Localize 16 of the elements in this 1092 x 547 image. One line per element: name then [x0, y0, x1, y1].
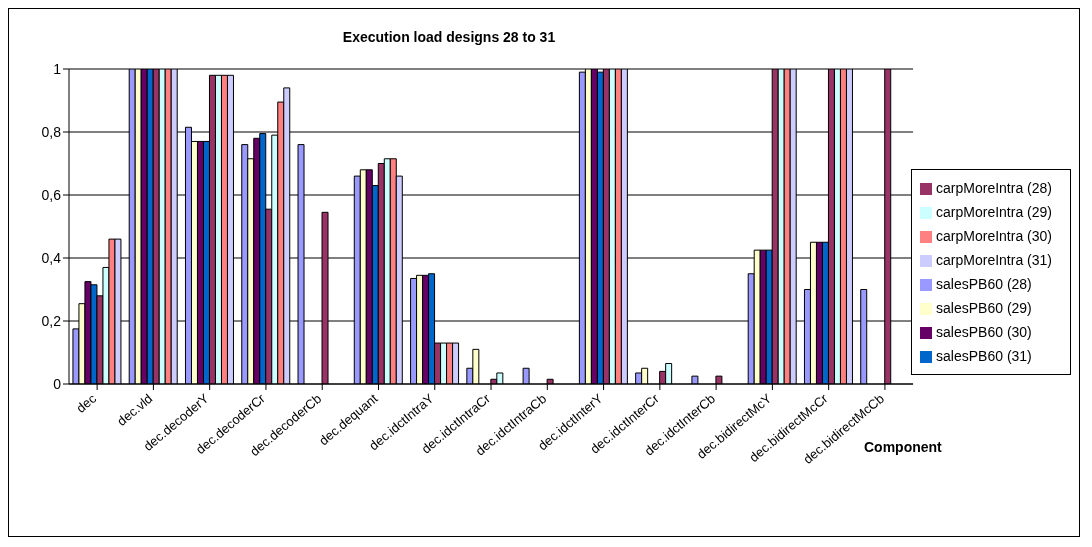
- y-tick-label: 0,8: [41, 123, 62, 140]
- y-tick-label: 0: [53, 375, 62, 392]
- legend-label: salesPB60 (30): [936, 323, 1032, 340]
- y-tick-label: 0,4: [41, 249, 62, 266]
- legend-label: carpMoreIntra (31): [936, 251, 1052, 268]
- legend-label: carpMoreIntra (30): [936, 227, 1052, 244]
- y-tick-label: 0,2: [41, 312, 62, 329]
- legend-label: salesPB60 (31): [936, 347, 1032, 364]
- y-tick-label: 0,6: [41, 186, 62, 203]
- legend-label: carpMoreIntra (29): [936, 203, 1052, 220]
- y-tick-label: 1: [53, 60, 62, 77]
- chart-title: Execution load designs 28 to 31: [341, 29, 557, 45]
- legend-label: salesPB60 (29): [936, 299, 1032, 316]
- x-tick-label: dec: [73, 390, 100, 416]
- legend-label: salesPB60 (28): [936, 275, 1032, 292]
- legend-label: carpMoreIntra (28): [936, 179, 1052, 196]
